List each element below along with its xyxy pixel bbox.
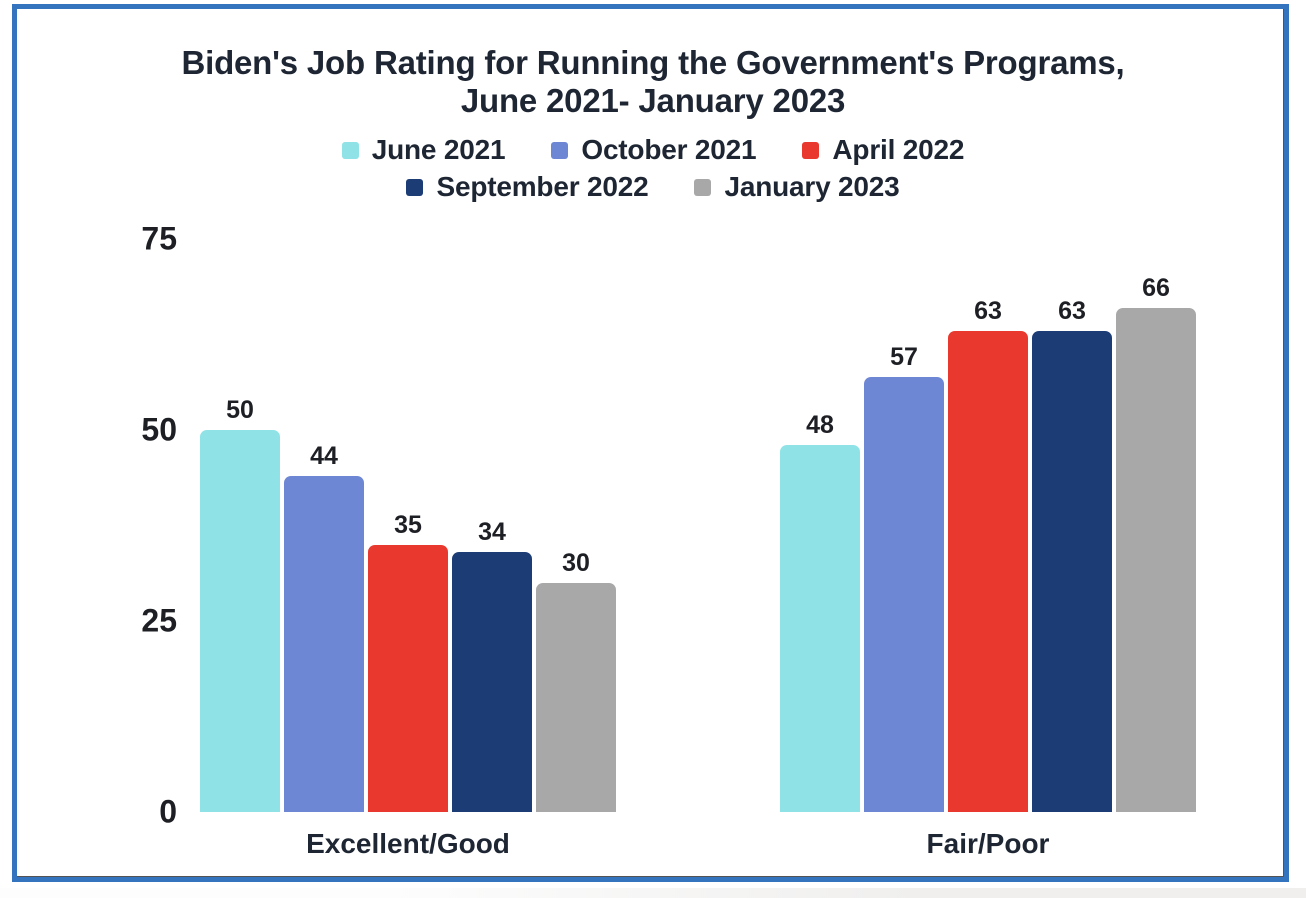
bar-value-label: 63 — [1058, 297, 1086, 325]
legend-label: September 2022 — [436, 171, 649, 202]
legend-swatch-icon — [551, 141, 569, 159]
bar — [536, 583, 616, 812]
legend-label: April 2022 — [832, 134, 965, 165]
bar-value-label: 63 — [974, 297, 1002, 325]
bar — [780, 445, 860, 812]
bar-value-label: 66 — [1142, 274, 1170, 302]
bar-value-label: 34 — [478, 518, 506, 546]
legend-item: September 2022 — [406, 171, 649, 203]
chart-title: Biden's Job Rating for Running the Gover… — [0, 44, 1306, 120]
bar-value-label: 44 — [310, 442, 338, 470]
y-axis-tick-label: 50 — [141, 411, 177, 448]
bar — [1116, 308, 1196, 812]
outside-bottom-strip — [0, 888, 1306, 898]
legend-label: January 2023 — [724, 171, 900, 202]
bar-value-label: 30 — [562, 549, 590, 577]
legend-row: June 2021 October 2021 April 2022 — [341, 134, 964, 166]
legend-label: October 2021 — [581, 134, 757, 165]
bar-value-label: 57 — [890, 343, 918, 371]
bar — [368, 545, 448, 812]
legend-swatch-icon — [802, 141, 820, 159]
legend-swatch-icon — [406, 178, 424, 196]
bar-value-label: 35 — [394, 511, 422, 539]
y-axis-tick-label: 25 — [141, 602, 177, 639]
legend-swatch-icon — [694, 178, 712, 196]
legend-row: September 2022 January 2023 — [406, 171, 900, 203]
bar — [1032, 331, 1112, 812]
legend-item: October 2021 — [551, 134, 757, 166]
y-axis-tick-label: 75 — [141, 220, 177, 257]
category-label: Fair/Poor — [926, 828, 1050, 859]
legend-item: April 2022 — [802, 134, 964, 166]
chart-title-line-2: June 2021- January 2023 — [460, 82, 846, 119]
bar-value-label: 50 — [226, 396, 254, 424]
legend-label: June 2021 — [371, 134, 506, 165]
bar — [948, 331, 1028, 812]
bar — [452, 552, 532, 812]
category-label: Excellent/Good — [306, 828, 510, 859]
chart-legend: June 2021 October 2021 April 2022 September… — [0, 134, 1306, 203]
chart-title-line-1: Biden's Job Rating for Running the Gover… — [181, 44, 1125, 81]
bar — [284, 476, 364, 812]
bar-value-label: 48 — [806, 411, 834, 439]
legend-item: January 2023 — [694, 171, 900, 203]
bar — [864, 377, 944, 812]
legend-swatch-icon — [341, 141, 359, 159]
legend-item: June 2021 — [341, 134, 506, 166]
y-axis-tick-label: 0 — [159, 793, 177, 830]
bar — [200, 430, 280, 812]
